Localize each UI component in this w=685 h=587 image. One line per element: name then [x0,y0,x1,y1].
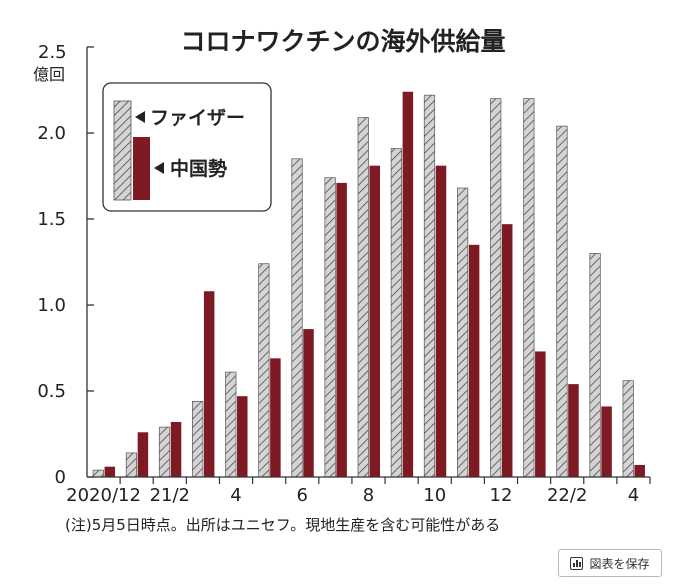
bar-pfizer [490,98,502,478]
bar-pfizer [92,469,104,478]
bar-china [369,165,380,477]
bar-china [402,91,414,477]
bar-china [468,244,480,477]
x-tick-label: 22/2 [547,485,587,506]
legend-china-marker [154,162,164,174]
bar-pfizer [390,148,402,478]
legend-china-label: 中国勢 [170,157,227,180]
bar-chart-icon [570,556,584,570]
bar-china [237,396,248,477]
bar-china [336,182,347,477]
bar-china [137,432,149,477]
bar-pfizer [291,158,303,478]
x-tick-label: 10 [423,485,446,506]
bar-pfizer [457,187,469,478]
bar-china [203,291,215,477]
bar-pfizer [423,94,436,478]
bar-pfizer [589,253,601,478]
bar-pfizer [125,452,138,478]
y-tick-label: 1.5 [37,209,66,230]
save-chart-button[interactable]: 図表を保存 [558,549,662,577]
y-unit-label: 億回 [33,65,65,84]
x-tick-label: 21/2 [150,485,190,506]
chart-note: (注)5月5日時点。出所はユニセフ。現地生産を含む可能性がある [65,516,500,534]
bar-pfizer [556,125,568,478]
bar-pfizer [357,117,369,478]
bar-pfizer [225,371,237,478]
bar-china [270,358,281,477]
x-tick-label: 4 [230,485,241,506]
x-tick-label: 2020/12 [66,485,141,506]
bar-pfizer [622,380,634,478]
bar-pfizer [158,426,171,478]
bar-pfizer [523,98,535,478]
x-tick-label: 6 [297,485,308,506]
y-tick-label: 0.5 [37,381,66,402]
bar-china [535,351,546,477]
chart-title: コロナワクチンの海外供給量 [180,27,505,56]
bar-china [601,406,612,477]
save-chart-label: 図表を保存 [589,556,650,571]
y-tick-label: 0 [55,467,66,488]
bar-china [303,329,314,477]
legend-pfizer-label: ファイザー [150,107,245,129]
bar-china [568,384,579,477]
bar-pfizer [324,177,336,478]
bar-china [104,466,116,477]
bar-pfizer [192,400,204,478]
x-tick-label: 12 [490,485,513,506]
bar-china [634,464,645,477]
legend-pfizer-swatch [113,100,132,201]
y-unit-value: 2.5 [38,42,67,63]
legend-pfizer-marker [135,111,145,123]
x-tick-label: 8 [363,485,374,506]
bar-china [435,165,447,477]
bar-pfizer [258,263,270,478]
bar-china [501,224,513,477]
legend: ファイザー 中国勢 [102,82,272,212]
bar-china [170,421,182,477]
y-tick-label: 1.0 [37,295,66,316]
y-tick-label: 2.0 [37,123,66,144]
legend-china-swatch [133,137,150,200]
x-tick-label: 4 [628,485,639,506]
